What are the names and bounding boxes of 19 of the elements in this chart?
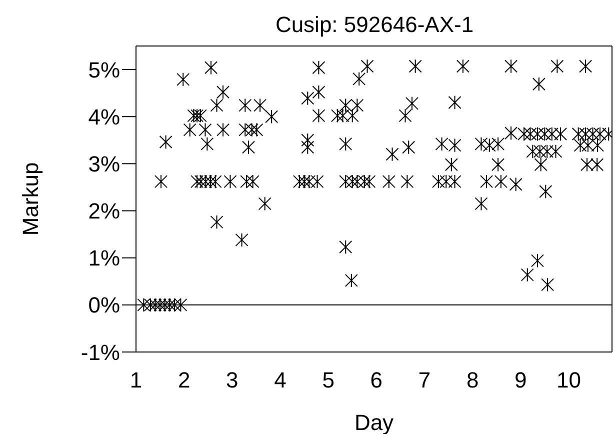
x-tick-label: 9 — [514, 368, 527, 393]
x-tick-label: 10 — [556, 368, 581, 393]
x-tick-label: 7 — [418, 368, 431, 393]
y-tick-label: 1% — [88, 246, 120, 271]
x-tick-label: 2 — [178, 368, 190, 393]
y-axis-title: Markup — [18, 162, 43, 236]
x-tick-label: 3 — [226, 368, 238, 393]
y-tick-label: 3% — [88, 152, 120, 176]
y-tick-label: 4% — [88, 104, 120, 130]
y-tick-label: 2% — [88, 198, 120, 224]
x-tick-label: 4 — [274, 368, 286, 393]
y-tick-label: 5% — [88, 57, 120, 82]
x-tick-label: 5 — [322, 368, 334, 393]
x-tick-label: 1 — [130, 368, 142, 393]
y-tick-label: 0% — [88, 292, 120, 318]
y-tick-label: -1% — [80, 340, 120, 365]
chart-title: Cusip: 592646-AX-1 — [274, 11, 475, 39]
x-tick-label: 6 — [370, 368, 383, 393]
x-tick-label: 8 — [466, 368, 479, 393]
